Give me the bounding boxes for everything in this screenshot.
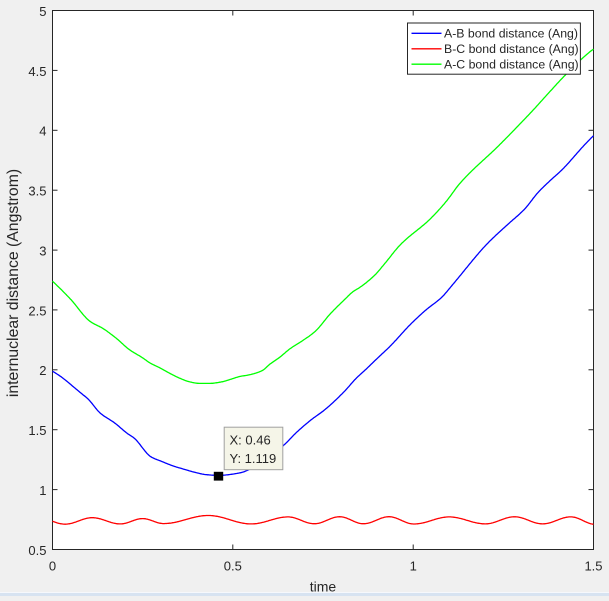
svg-text:time: time: [310, 579, 337, 595]
svg-text:0.5: 0.5: [224, 559, 242, 574]
svg-text:internuclear distance (Angstro: internuclear distance (Angstrom): [5, 169, 22, 397]
svg-text:4.5: 4.5: [28, 64, 46, 79]
svg-text:0.5: 0.5: [28, 543, 46, 558]
svg-text:B-C bond distance (Ang): B-C bond distance (Ang): [444, 42, 579, 56]
svg-text:1: 1: [410, 559, 417, 574]
svg-text:3: 3: [39, 244, 46, 259]
svg-text:1: 1: [39, 483, 46, 498]
svg-text:3.5: 3.5: [28, 184, 46, 199]
svg-text:1.5: 1.5: [584, 559, 602, 574]
svg-text:5: 5: [39, 4, 46, 19]
svg-text:2: 2: [39, 363, 46, 378]
svg-text:Y: 1.119: Y: 1.119: [230, 451, 277, 466]
svg-text:A-B bond distance (Ang): A-B bond distance (Ang): [444, 27, 578, 41]
svg-text:2.5: 2.5: [28, 303, 46, 318]
svg-text:A-C bond distance (Ang): A-C bond distance (Ang): [444, 58, 579, 72]
svg-text:4: 4: [39, 124, 46, 139]
svg-text:1.5: 1.5: [28, 423, 46, 438]
svg-text:X: 0.46: X: 0.46: [230, 432, 271, 447]
svg-text:0: 0: [49, 559, 56, 574]
